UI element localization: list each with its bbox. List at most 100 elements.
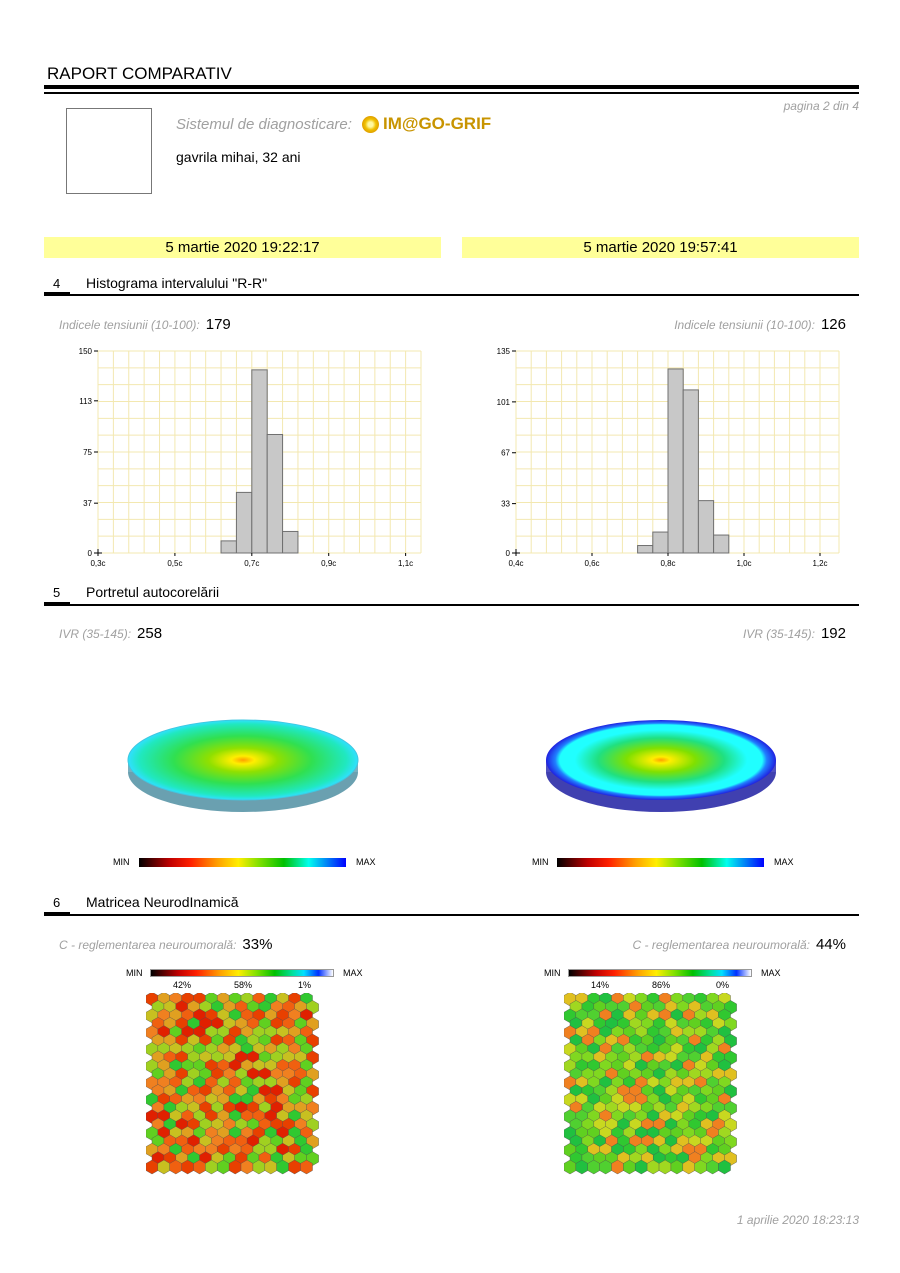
- stress-index-1: Indicele tensiunii (10-100): 179: [59, 316, 231, 333]
- index-label: C - reglementarea neuroumorală:: [632, 938, 810, 952]
- autocorrelation-disc-2: [546, 720, 776, 812]
- section-title: Histograma intervalului "R-R": [86, 275, 268, 291]
- ivr-index-2: IVR (35-145): 192: [743, 625, 846, 642]
- x-tick-label: 0,3c: [90, 559, 105, 568]
- x-tick-label: 1,1c: [398, 559, 413, 568]
- y-tick-label: 37: [83, 499, 92, 508]
- y-tick-label: 0: [88, 549, 93, 558]
- session-date-1: 5 martie 2020 19:22:17: [44, 237, 441, 258]
- colorbar: [568, 969, 752, 977]
- index-value: 126: [820, 316, 846, 333]
- y-tick-label: 135: [497, 347, 511, 356]
- x-tick-label: 1,2c: [812, 559, 827, 568]
- system-label: Sistemul de diagnosticare:: [176, 116, 352, 133]
- index-label: Indicele tensiunii (10-100):: [674, 318, 815, 332]
- y-tick-label: 67: [501, 449, 510, 458]
- histogram-bar: [697, 500, 715, 554]
- colorbar-max-label: MAX: [774, 857, 794, 867]
- colorbar-min-label: MIN: [113, 857, 130, 867]
- footer-date: 1 aprilie 2020 18:23:13: [736, 1213, 859, 1227]
- percent-red: 42%: [173, 980, 192, 990]
- autocorrelation-disc-1: [127, 719, 359, 812]
- index-value: 192: [820, 625, 846, 642]
- colorbar: [557, 858, 764, 867]
- y-tick-label: 113: [79, 397, 92, 406]
- index-value: 179: [205, 316, 231, 333]
- rr-histogram-2: 0 33 67 101 135 0,4c 0,6c 0,8c 1,0c 1,2c: [497, 347, 840, 568]
- histogram-bar: [667, 368, 684, 554]
- index-label: C - reglementarea neuroumorală:: [59, 938, 237, 952]
- colorbar: [139, 858, 346, 867]
- logo-text: IM@GO-GRIF: [383, 114, 492, 133]
- histogram-bar: [282, 530, 299, 554]
- colorbar-max-label: MAX: [343, 968, 363, 978]
- colorbar-max-label: MAX: [761, 968, 781, 978]
- stress-index-2: Indicele tensiunii (10-100): 126: [674, 316, 846, 333]
- patient-photo: [66, 108, 152, 194]
- percent-blue: 0%: [716, 980, 730, 990]
- neuro-index-1: C - reglementarea neuroumorală: 33%: [59, 936, 272, 953]
- section-number: 5: [53, 585, 61, 600]
- y-tick-label: 0: [506, 549, 511, 558]
- neurodynamic-matrix-1: [146, 993, 319, 1175]
- index-value: 44%: [815, 936, 846, 953]
- histogram-bar: [713, 534, 730, 554]
- section-number: 4: [53, 276, 61, 291]
- histogram-bar: [652, 531, 669, 554]
- x-tick-label: 0,5c: [167, 559, 182, 568]
- x-tick-label: 0,4c: [508, 559, 523, 568]
- index-value: 258: [137, 625, 163, 642]
- section-title: Portretul autocorelării: [86, 584, 220, 600]
- colorbar-min-label: MIN: [544, 968, 561, 978]
- section-rule: [44, 604, 859, 606]
- patient-info: gavrila mihai, 32 ani: [176, 149, 301, 165]
- index-label: IVR (35-145):: [59, 627, 132, 641]
- y-tick-label: 101: [497, 398, 511, 407]
- neurodynamic-matrix-2: [564, 993, 737, 1175]
- section-number: 6: [53, 895, 61, 910]
- section-rule: [44, 914, 859, 916]
- sun-logo-icon: [362, 115, 379, 133]
- colorbar-max-label: MAX: [356, 857, 376, 867]
- section-mark: [44, 602, 70, 606]
- x-tick-label: 0,9c: [321, 559, 336, 568]
- y-tick-label: 33: [501, 500, 510, 509]
- y-tick-label: 150: [79, 347, 93, 356]
- percent-green: 58%: [234, 980, 253, 990]
- colorbar-min-label: MIN: [532, 857, 549, 867]
- percent-blue: 1%: [298, 980, 312, 990]
- x-tick-label: 0,6c: [584, 559, 599, 568]
- histogram-bar: [220, 540, 237, 554]
- histogram-bar: [682, 389, 699, 554]
- rr-histogram-1: 0 37 75 113 150 0,3c 0,5c 0,7c 0,9c 1,1c: [79, 347, 422, 568]
- index-label: IVR (35-145):: [742, 627, 815, 641]
- section-title: Matricea NeurodInamică: [86, 894, 239, 910]
- histogram-bar: [266, 433, 284, 554]
- colorbar: [150, 969, 334, 977]
- logo: IM@GO-GRIF: [362, 114, 491, 134]
- colorbar-min-label: MIN: [126, 968, 143, 978]
- header-rule-thin: [44, 92, 859, 94]
- x-tick-label: 1,0c: [736, 559, 751, 568]
- neuro-index-2: C - reglementarea neuroumorală: 44%: [633, 936, 846, 953]
- page-number: pagina 2 din 4: [783, 99, 859, 113]
- histogram-bar: [637, 545, 654, 554]
- percent-green: 86%: [652, 980, 671, 990]
- session-date-2: 5 martie 2020 19:57:41: [462, 237, 859, 258]
- x-tick-label: 0,8c: [660, 559, 675, 568]
- matrix-cell: [300, 1159, 313, 1175]
- percent-red: 14%: [591, 980, 610, 990]
- ivr-index-1: IVR (35-145): 258: [59, 625, 162, 642]
- section-rule: [44, 294, 859, 296]
- histogram-bar: [235, 491, 253, 554]
- x-tick-label: 0,7c: [244, 559, 259, 568]
- report-title: RAPORT COMPARATIV: [47, 64, 232, 83]
- y-tick-label: 75: [83, 448, 92, 457]
- index-value: 33%: [242, 936, 273, 953]
- section-mark: [44, 292, 70, 296]
- index-label: Indicele tensiunii (10-100):: [59, 318, 200, 332]
- matrix-cell: [718, 1159, 731, 1175]
- section-mark: [44, 912, 70, 916]
- header-rule: [44, 85, 859, 89]
- histogram-bar: [251, 369, 268, 554]
